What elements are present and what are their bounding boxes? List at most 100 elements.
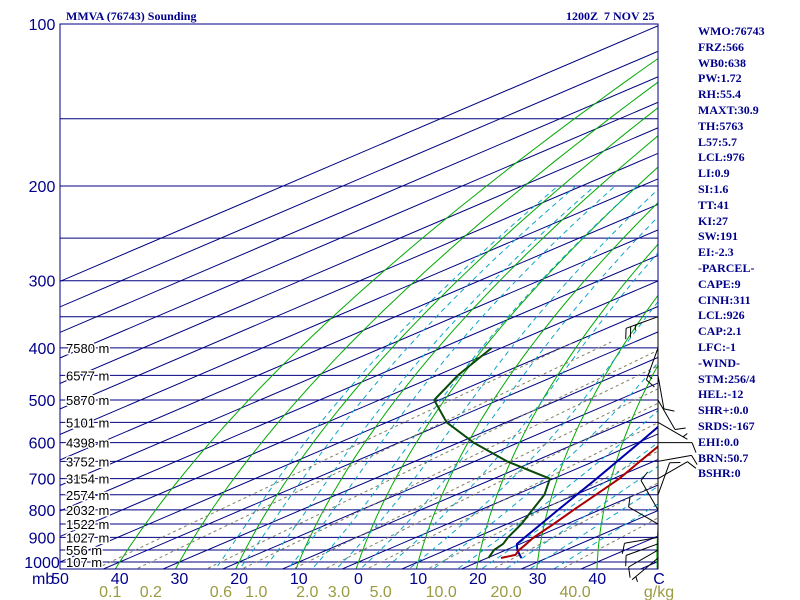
isotherm [281,407,658,569]
mixing-ratio-line [292,388,658,569]
barb-staff [625,316,659,329]
height-label: 5101 m [66,415,109,430]
mixing-ratio-unit-label: g/kg [644,584,674,600]
mixing-ratio-label: 1.0 [245,584,267,600]
moist-adiabat [383,251,658,569]
index-entry: WB0:638 [698,55,746,70]
index-entry: LFC:-1 [698,339,736,354]
index-entry: WMO:76743 [698,24,765,38]
mixing-ratio-line [205,349,658,569]
wind-barb [628,496,659,525]
height-label: 7580 m [66,341,109,356]
isotherm [60,127,658,384]
index-entry: EI:-2.3 [698,245,734,260]
isotherm [60,152,658,410]
index-entry: LI:0.9 [698,166,730,181]
dry-adiabat [174,81,658,569]
index-entry: -WIND- [698,355,740,370]
isotherm [60,203,658,461]
temperature-tick-label: 0 [354,571,363,588]
pressure-tick-label: 600 [29,436,56,453]
wind-barb [645,347,659,388]
grid-layer [60,24,800,573]
barb-staff [657,399,676,430]
index-entry: L57:5.7 [698,134,737,149]
isotherm [60,229,658,487]
mixing-ratio-label: 0.6 [210,584,232,600]
dry-adiabat [355,166,658,569]
barb-feather [674,427,686,430]
barb-staff [657,461,688,480]
dry-adiabat [772,24,800,573]
dry-adiabat [476,243,658,569]
index-entry: MAXT:30.9 [698,102,759,117]
isotherm [340,433,658,569]
index-entry: LCL:976 [698,150,745,165]
wind-barb [625,316,659,340]
mixing-ratio-line [94,341,575,569]
isotherm [60,254,658,512]
wind-barb [657,399,686,430]
dry-adiabat [536,294,658,569]
isotherm [221,382,658,569]
barb-staff [628,549,659,568]
height-label: 3752 m [66,454,109,469]
isotherm [60,101,658,359]
barb-feather [628,496,631,508]
chart-title: MMVA (76743) Sounding [66,9,197,23]
barb-feather [621,543,625,554]
moist-adiabat [335,188,658,569]
index-entry: SRDS:-167 [698,418,755,433]
dewpoint-line [433,347,551,559]
index-entry: CAPE:9 [698,276,741,291]
index-entry: CINH:311 [698,292,751,307]
wind-barb [631,557,659,582]
mixing-ratio-label: 2.0 [296,584,318,600]
pressure-tick-label: 1000 [24,555,60,572]
isotherm [60,178,658,435]
temperature-tick-label: 40 [588,571,606,588]
pressure-tick-label: 700 [29,472,56,489]
index-entry: -PARCEL- [698,260,755,275]
isotherm [400,458,658,569]
dry-adiabat [415,202,658,569]
profiles-layer [433,347,658,559]
index-entry: SI:1.6 [698,181,729,196]
index-entry: EHI:0.0 [698,434,740,449]
height-label: 2574 m [66,488,109,503]
barb-staff [657,462,671,495]
mixing-ratio-line [135,341,612,569]
isotherm [60,280,658,538]
mixing-ratio-line [560,517,658,569]
index-entry: BSHR:0 [698,466,741,481]
barb-feather [687,461,697,469]
index-entry: CAP:2.1 [698,324,742,339]
height-label: 4398 m [66,436,109,451]
barb-staff [624,536,659,544]
height-label: 6577 m [66,368,109,383]
isotherm [60,25,658,282]
index-entry: STM:256/4 [698,371,756,386]
pressure-tick-label: 900 [29,530,56,547]
wind-barb [621,536,659,554]
barb-staff [631,557,659,581]
height-label: 107 m [66,555,102,570]
index-entry: KI:27 [698,213,728,228]
moist-adiabat [359,216,658,569]
height-label: 2032 m [66,503,109,518]
barb-half-feather [635,576,638,582]
wind-barb [657,375,675,412]
wind-barb-column [621,316,698,582]
moist-adiabat [480,441,658,569]
isotherm [60,305,658,563]
index-entry: BRN:50.7 [698,450,749,465]
mixing-ratio-line [240,365,658,569]
pressure-tick-label: 400 [29,341,56,358]
barb-staff [657,454,692,462]
isotherm [102,331,658,569]
index-entry: SHR+:0.0 [698,403,749,418]
mixing-ratio-label: 10.0 [426,584,457,600]
barb-staff [657,375,665,409]
dry-adiabat [114,57,658,569]
isotherm [161,356,658,569]
